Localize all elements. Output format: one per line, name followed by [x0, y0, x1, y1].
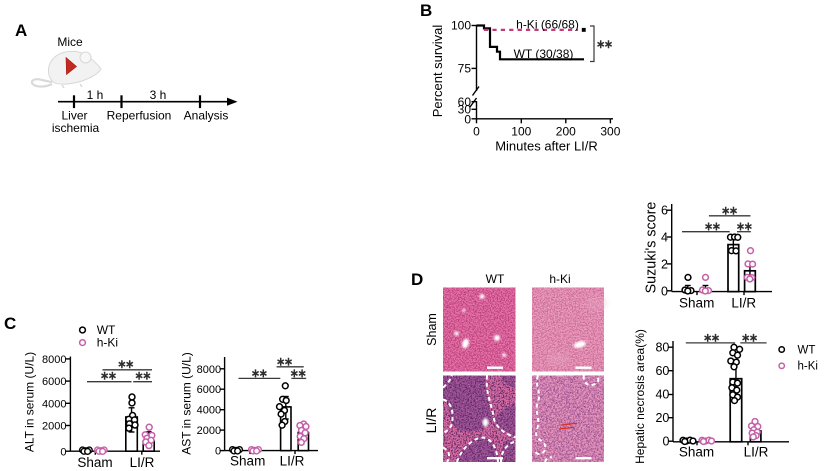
svg-text:2: 2: [661, 257, 668, 271]
svg-text:A: A: [15, 21, 27, 40]
svg-text:300: 300: [600, 125, 620, 139]
svg-text:h-Ki: h-Ki: [97, 336, 118, 350]
svg-text:h-Ki: h-Ki: [549, 272, 570, 286]
svg-text:0: 0: [661, 284, 668, 298]
svg-text:0: 0: [464, 113, 471, 127]
svg-text:Reperfusion: Reperfusion: [107, 109, 172, 123]
svg-text:0: 0: [662, 434, 669, 448]
svg-text:0: 0: [215, 446, 221, 458]
svg-text:WT: WT: [97, 323, 116, 337]
svg-text:Sham: Sham: [679, 445, 714, 460]
svg-text:Sham: Sham: [425, 313, 439, 346]
svg-text:0: 0: [60, 446, 66, 458]
svg-text:Liver: Liver: [61, 109, 87, 123]
svg-text:Minutes after LI/R: Minutes after LI/R: [495, 139, 598, 154]
svg-text:h-Ki: h-Ki: [798, 361, 818, 373]
svg-text:LI/R: LI/R: [731, 296, 756, 311]
svg-text:40: 40: [655, 388, 669, 402]
svg-text:3 h: 3 h: [150, 88, 167, 102]
svg-text:100: 100: [511, 125, 531, 139]
svg-text:0: 0: [473, 125, 480, 139]
svg-text:ischemia: ischemia: [52, 121, 100, 135]
svg-text:B: B: [420, 1, 432, 20]
svg-text:6000: 6000: [197, 384, 221, 396]
svg-text:Hepatic necrosis area(%): Hepatic necrosis area(%): [633, 329, 647, 464]
svg-text:60: 60: [655, 364, 669, 378]
svg-text:LI/R: LI/R: [744, 445, 769, 460]
svg-text:AST in serum (U/L): AST in serum (U/L): [180, 352, 194, 454]
svg-text:6: 6: [661, 204, 668, 218]
svg-text:2000: 2000: [42, 421, 66, 433]
svg-text:Suzuki's score: Suzuki's score: [644, 202, 660, 294]
svg-text:6000: 6000: [42, 376, 66, 388]
svg-text:4: 4: [661, 231, 668, 245]
svg-text:ALT in serum (U/L): ALT in serum (U/L): [23, 352, 37, 452]
svg-text:30: 30: [458, 103, 472, 117]
svg-text:80: 80: [655, 340, 669, 354]
svg-text:WT (30/38): WT (30/38): [514, 47, 574, 61]
svg-text:4000: 4000: [42, 398, 66, 410]
svg-text:h-Ki (66/68): h-Ki (66/68): [516, 18, 579, 32]
svg-text:LI/R: LI/R: [130, 455, 155, 470]
svg-text:C: C: [4, 314, 16, 333]
svg-text:Analysis: Analysis: [184, 109, 229, 123]
svg-text:Sham: Sham: [77, 455, 112, 470]
svg-text:Sham: Sham: [230, 454, 265, 469]
svg-text:20: 20: [655, 411, 669, 425]
svg-text:D: D: [411, 270, 423, 289]
svg-text:2000: 2000: [197, 425, 221, 437]
svg-text:75: 75: [458, 61, 472, 75]
svg-text:Sham: Sham: [679, 296, 714, 311]
svg-text:LI/R: LI/R: [423, 408, 439, 434]
svg-text:8000: 8000: [42, 354, 66, 366]
svg-text:WT: WT: [798, 344, 816, 356]
svg-text:200: 200: [556, 125, 576, 139]
svg-text:4000: 4000: [197, 405, 221, 417]
svg-text:8000: 8000: [197, 364, 221, 376]
svg-text:WT: WT: [486, 272, 505, 286]
svg-text:1 h: 1 h: [87, 88, 104, 102]
svg-text:LI/R: LI/R: [280, 454, 305, 469]
svg-text:100: 100: [451, 19, 471, 33]
svg-text:Percent survival: Percent survival: [430, 25, 445, 118]
svg-text:60: 60: [458, 95, 472, 109]
svg-text:Mice: Mice: [57, 35, 83, 49]
